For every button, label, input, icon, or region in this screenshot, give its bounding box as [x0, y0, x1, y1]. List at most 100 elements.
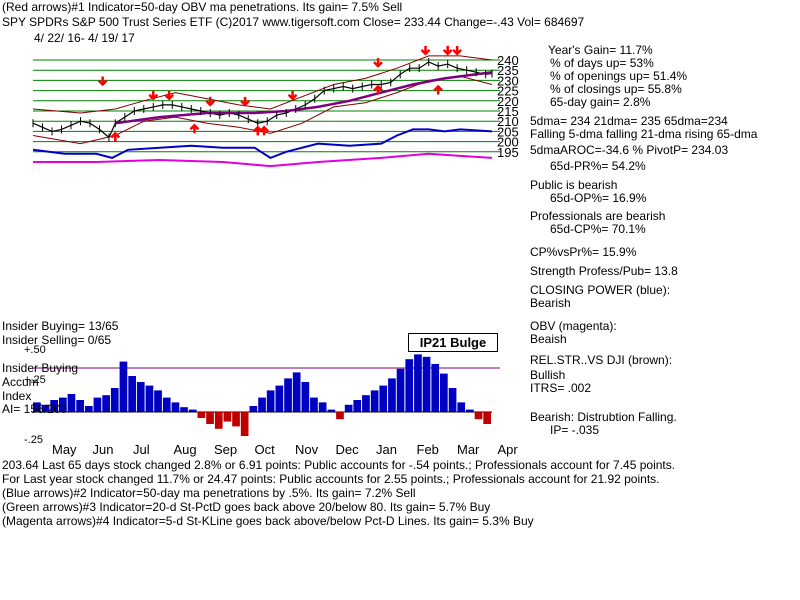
accum-bar-8: [102, 395, 110, 412]
accum-bar-15: [162, 397, 171, 412]
x-tick-jan: Jan: [376, 442, 397, 457]
red-down-arrow-5: [287, 90, 298, 101]
accum-bar-4: [67, 394, 76, 412]
ip-value: IP= -.035: [550, 423, 600, 437]
red-down-arrow-6: [373, 58, 383, 68]
obv-line: [33, 152, 493, 168]
pr-pct: 65d-PR%= 54.2%: [550, 159, 646, 173]
upper-band-line: [32, 55, 493, 114]
cp-pct: 65d-CP%= 70.1%: [550, 222, 646, 236]
red-down-arrow-7: [420, 45, 431, 56]
x-tick-jun: Jun: [93, 442, 114, 457]
value-mid: +.25: [24, 374, 46, 386]
accum-bar-33: [318, 402, 327, 412]
value-top: +.50: [24, 344, 46, 356]
red-down-arrow-2: [164, 90, 175, 101]
accum-bar-20: [206, 412, 214, 424]
accum-bar-37: [353, 400, 362, 412]
accum-bar-11: [128, 376, 136, 412]
x-tick-may: May: [52, 442, 77, 457]
price-line: [32, 61, 493, 139]
accum-bar-30: [292, 372, 301, 412]
ai-label: AI= 156/200: [2, 402, 68, 416]
accum-bar-42: [396, 368, 405, 412]
accum-bar-48: [448, 388, 457, 412]
x-tick-mar: Mar: [457, 442, 480, 457]
y-tick-240: 240: [497, 53, 519, 68]
red-down-arrow-9: [452, 45, 463, 56]
accum-bar-14: [154, 390, 162, 412]
accum-bar-29: [284, 378, 292, 412]
red-up-arrow-3: [259, 125, 269, 136]
red-down-arrow-3: [205, 96, 216, 107]
years-gain: Year's Gain= 11.7%: [548, 43, 653, 57]
closings-up: % of closings up= 55.8%: [550, 82, 682, 96]
red-up-arrow-0: [110, 131, 121, 142]
footer-line-5: (Magenta arrows)#4 Indicator=5-d St-KLin…: [2, 514, 534, 528]
accum-bar-10: [119, 361, 128, 412]
accum-bar-40: [379, 385, 388, 412]
gain-65: 65-day gain= 2.8%: [550, 95, 651, 109]
accum-bar-31: [301, 382, 310, 412]
x-tick-jul: Jul: [133, 442, 150, 457]
relstr-label: REL.STR..VS DJI (brown):: [530, 353, 673, 367]
y-tick-220: 220: [497, 94, 519, 109]
accum-bar-7: [93, 397, 102, 412]
public-state: Public is bearish: [530, 178, 618, 192]
ip21-bulge-label: IP21 Bulge: [408, 333, 498, 352]
y-tick-225: 225: [497, 84, 519, 99]
y-tick-205: 205: [497, 124, 519, 139]
header-line-2: SPY SPDRs S&P 500 Trust Series ETF (C)20…: [2, 15, 585, 29]
accum-bar-41: [388, 378, 396, 412]
accum-bar-38: [362, 395, 370, 412]
dma-values: 5dma= 234 21dma= 235 65dma=234: [530, 114, 728, 128]
accum-bar-9: [110, 388, 119, 412]
accum-bar-19: [197, 412, 206, 418]
closing-power-line: [32, 128, 493, 160]
accum-bar-21: [214, 412, 223, 429]
y-tick-230: 230: [497, 73, 519, 88]
y-tick-200: 200: [497, 135, 519, 150]
accum-bar-0: [33, 402, 41, 412]
accum-bar-32: [310, 397, 318, 412]
aroc: 5dmaAROC=-34.6 % PivotP= 234.03: [530, 143, 729, 157]
accum-bar-51: [474, 412, 483, 420]
obv-label: OBV (magenta):: [530, 319, 617, 333]
accum-bar-50: [466, 409, 474, 412]
distribution-note: Bearish: Distrubtion Falling.: [530, 410, 677, 424]
professionals-state: Professionals are bearish: [530, 209, 666, 223]
accum-bar-26: [258, 397, 266, 412]
accum-bar-13: [145, 385, 154, 412]
accum-bar-27: [266, 390, 275, 412]
footer-line-3: (Blue arrows)#2 Indicator=50-day ma pene…: [2, 486, 416, 500]
y-tick-235: 235: [497, 63, 519, 78]
accum-bar-5: [76, 400, 84, 412]
footer-line-4: (Green arrows)#3 Indicator=20-d St-PctD …: [2, 500, 491, 514]
footer-line-1: 203.64 Last 65 days stock changed 2.8% o…: [2, 458, 676, 472]
footer-line-2: For Last year stock changed 11.7% or 24.…: [2, 472, 660, 486]
red-up-arrow-4: [373, 84, 383, 95]
red-up-arrow-5: [433, 84, 444, 95]
lower-band-line: [32, 75, 493, 145]
accum-bar-16: [171, 402, 180, 412]
index-label: Index: [2, 389, 32, 403]
value-bot: -.25: [24, 434, 43, 446]
accum-bar-28: [275, 385, 284, 412]
x-tick-dec: Dec: [336, 442, 360, 457]
accum-bar-6: [85, 406, 93, 412]
x-tick-oct: Oct: [255, 442, 276, 457]
relstr-state: Bullish: [530, 368, 566, 382]
accum-bar-3: [59, 397, 67, 412]
red-down-arrow-8: [442, 45, 453, 56]
accum-bar-45: [422, 356, 431, 412]
accum-bar-34: [327, 409, 336, 412]
accum-bar-2: [50, 400, 58, 412]
x-tick-aug: Aug: [174, 442, 197, 457]
red-down-arrow-1: [148, 90, 159, 101]
accum-bar-17: [180, 407, 188, 412]
accum-bar-24: [240, 412, 249, 436]
cp-vs-pr: CP%vsPr%= 15.9%: [530, 245, 637, 259]
accum-bar-46: [431, 364, 440, 412]
closing-power-state: Bearish: [530, 296, 571, 310]
